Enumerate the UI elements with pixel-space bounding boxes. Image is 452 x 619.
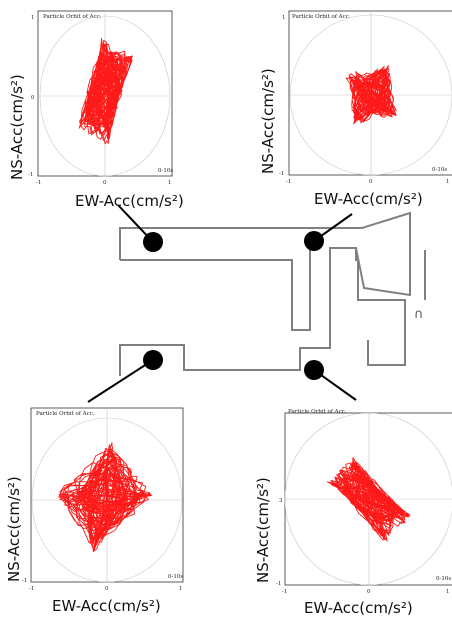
orbit-trace <box>78 37 133 145</box>
sensor-dot <box>304 231 324 251</box>
orbit-path <box>58 442 153 552</box>
panel-title: Particle Orbit of Acc. <box>292 14 351 20</box>
x-tick-max: 1 <box>168 180 172 186</box>
y-tick-top: 1 <box>31 15 35 21</box>
orbit-panel-bottom-left: Particle Orbit of Acc. -1 -1 0 1 0-10s N… <box>5 407 184 615</box>
leader-line <box>87 359 154 403</box>
x-axis-label: EW-Acc(cm/s²) <box>314 190 423 208</box>
sensor-dot <box>143 350 163 370</box>
time-range-label: 0-10s <box>168 574 183 580</box>
orbit-panel-top-left: Particle Orbit of Acc. 1 0 -1 -1 0 1 0-1… <box>8 10 184 210</box>
time-range-label: 0-10s <box>432 167 447 173</box>
sensor-marker-top-left <box>117 204 163 252</box>
building-outline-north <box>119 211 411 305</box>
y-tick-bottom: -1 <box>22 578 27 584</box>
x-tick-max: 1 <box>179 586 183 592</box>
sensor-marker-bottom-right <box>304 360 357 401</box>
orbit-path <box>345 65 397 125</box>
y-tick-bottom: -1 <box>279 171 284 177</box>
x-tick-mid: 0 <box>369 179 373 185</box>
x-tick-max: 1 <box>446 179 450 185</box>
y-axis-label: NS-Acc(cm/s²) <box>5 476 23 582</box>
building-outline-south <box>119 305 331 376</box>
sensor-dot <box>143 232 163 252</box>
sensor-marker-top-right <box>304 213 353 251</box>
orbit-panel-bottom-right: Particle Orbit of Acc. 3 -1 -1 0 1 0-10s… <box>254 409 452 617</box>
orbit-path <box>326 456 411 542</box>
orbit-trace <box>58 442 153 552</box>
building-outline-west <box>120 245 311 331</box>
panel-title: Particle Orbit of Acc. <box>36 411 95 417</box>
x-tick-min: -1 <box>29 586 34 592</box>
floor-plan <box>119 211 426 376</box>
x-tick-mid: 0 <box>105 586 109 592</box>
sensor-dot <box>304 360 324 380</box>
y-axis-label: NS-Acc(cm/s²) <box>8 74 26 180</box>
x-tick-max: 1 <box>446 589 450 595</box>
y-axis-label: NS-Acc(cm/s²) <box>254 477 272 583</box>
panel-title: Particle Orbit of Acc. <box>288 409 347 415</box>
x-tick-mid: 0 <box>367 589 371 595</box>
time-range-label: 0-10s <box>158 168 173 174</box>
x-tick-min: -1 <box>286 179 291 185</box>
y-tick-mid: 3 <box>279 498 283 504</box>
x-axis-label: EW-Acc(cm/s²) <box>75 192 184 210</box>
x-tick-min: -1 <box>282 589 287 595</box>
orbit-panel-top-right: Particle Orbit of Acc. 1 -1 -1 0 1 0-10s… <box>259 10 452 208</box>
orbit-trace <box>345 65 397 125</box>
x-tick-min: -1 <box>36 180 41 186</box>
x-axis-label: EW-Acc(cm/s²) <box>304 599 413 617</box>
y-tick-top: 1 <box>282 15 286 21</box>
time-range-label: 0-10s <box>436 576 451 582</box>
y-tick-bottom: -1 <box>276 581 281 587</box>
orbit-trace <box>326 456 411 542</box>
y-tick-mid: 0 <box>31 95 35 101</box>
y-tick-bottom: -1 <box>28 172 33 178</box>
orbit-path <box>78 37 133 145</box>
panel-title: Particle Orbit of Acc. <box>43 14 102 20</box>
building-outline-east <box>355 248 406 366</box>
x-tick-mid: 0 <box>103 180 107 186</box>
sensor-marker-bottom-left <box>87 350 163 403</box>
x-axis-label: EW-Acc(cm/s²) <box>52 597 161 615</box>
y-axis-label: NS-Acc(cm/s²) <box>259 68 277 174</box>
side-mark: ∩ <box>414 307 424 322</box>
